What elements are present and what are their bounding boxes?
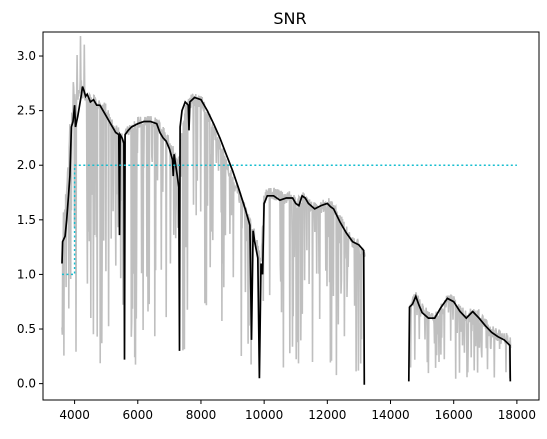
snr-noisy-series-segment-0 (61, 35, 366, 376)
y-tick-label: 2.5 (17, 104, 36, 118)
x-tick-label: 12000 (308, 408, 346, 422)
axes-frame (42, 31, 540, 401)
y-tick-label: 1.5 (17, 213, 36, 227)
y-tick-label: 0.5 (17, 322, 36, 336)
x-tick-label: 6000 (123, 408, 154, 422)
snr-smooth-series-segment-1 (407, 293, 512, 382)
x-tick-label: 14000 (371, 408, 409, 422)
x-tick-label: 16000 (435, 408, 473, 422)
threshold-dotted-line-0 (62, 164, 517, 276)
x-tick-label: 10000 (245, 408, 283, 422)
snr-smooth-series-segment-0 (61, 86, 366, 385)
x-tick-label: 4000 (59, 408, 90, 422)
chart-title: SNR (273, 9, 306, 28)
y-tick-label: 1.0 (17, 267, 36, 281)
y-tick-label: 2.0 (17, 158, 36, 172)
y-tick-label: 3.0 (17, 49, 36, 63)
x-tick-label: 8000 (186, 408, 217, 422)
x-tick-label: 18000 (498, 408, 536, 422)
y-tick-label: 0.0 (17, 377, 36, 391)
